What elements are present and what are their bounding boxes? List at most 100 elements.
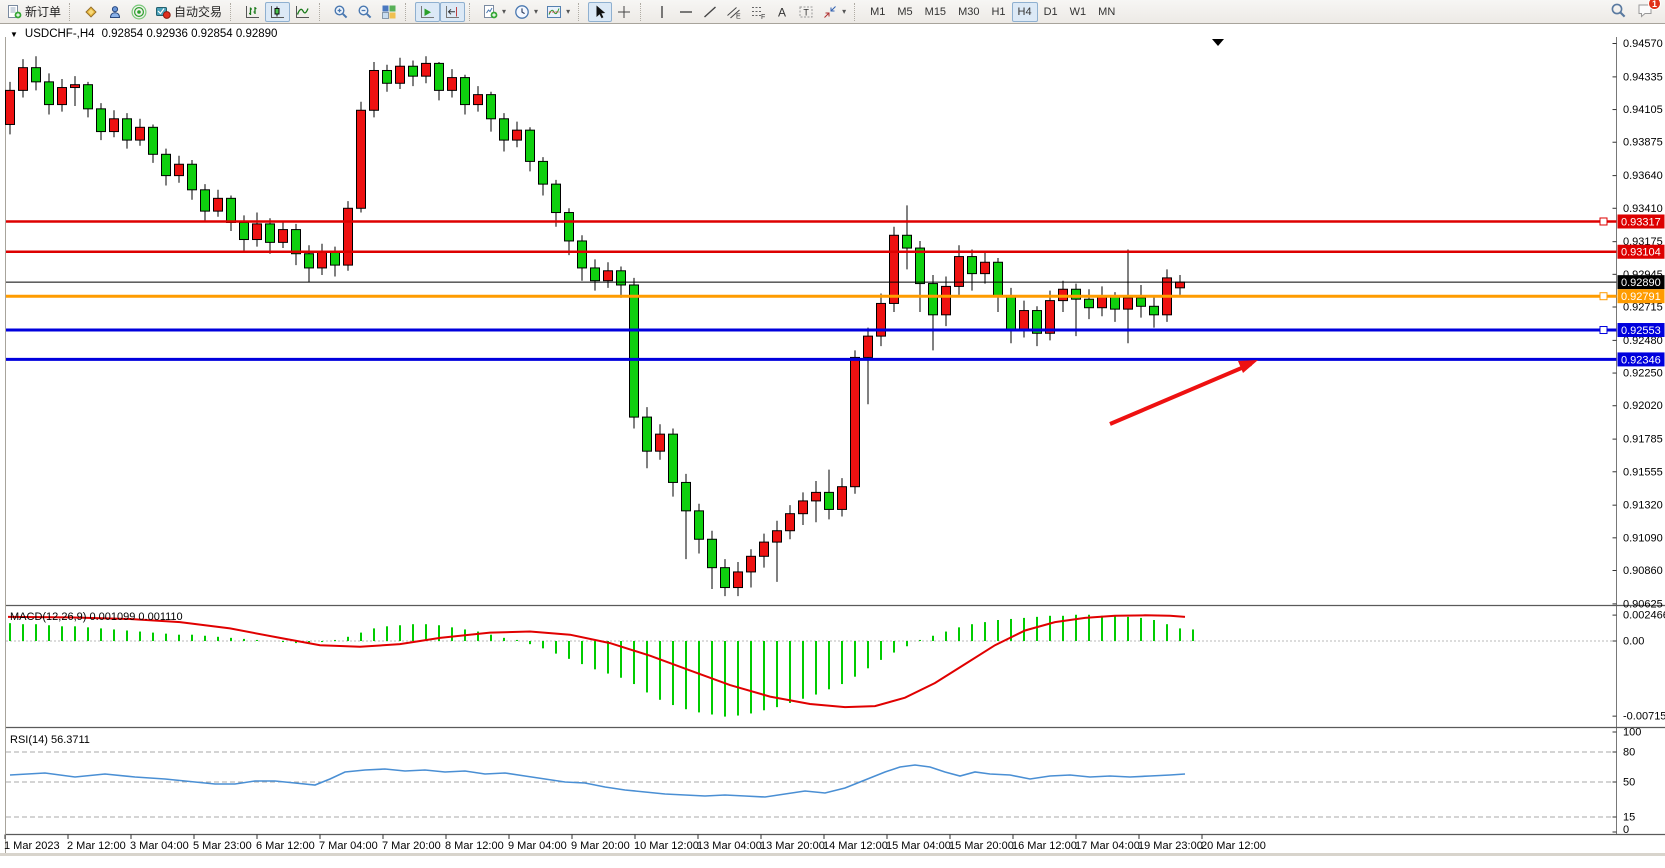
toolbar-right-group: 1 — [1610, 0, 1661, 19]
timeframe-button-m15[interactable]: M15 — [924, 5, 947, 18]
price-badge-label: 0.92553 — [1621, 325, 1661, 337]
line-chart-button[interactable] — [290, 2, 315, 22]
autotrading-button-label: 自动交易 — [174, 5, 223, 19]
time-tick-label: 16 Mar 12:00 — [1012, 840, 1077, 852]
bar-chart-button[interactable] — [240, 2, 265, 22]
crosshair-icon — [616, 4, 632, 20]
timeframe-button-d1[interactable]: D1 — [1043, 5, 1058, 18]
zoom-out-button[interactable] — [353, 2, 377, 22]
candle-bearish — [304, 253, 314, 269]
candlestick-chart-button[interactable] — [265, 1, 291, 22]
signal-icon — [131, 3, 147, 20]
auto-scroll-icon — [419, 4, 436, 20]
arrows-button[interactable]: ▾ — [818, 2, 850, 22]
timeframe-button-m1[interactable]: M1 — [870, 5, 886, 18]
toolbar-separator — [469, 2, 476, 21]
arrows-icon — [822, 4, 838, 20]
text-label-button[interactable]: T — [794, 2, 818, 22]
zoom-out-icon — [357, 4, 373, 20]
candle-bullish — [317, 251, 327, 269]
price-tick-label: 0.90860 — [1623, 565, 1663, 577]
template-icon — [546, 4, 562, 20]
new-chart-icon — [483, 4, 498, 19]
toolbar-separator — [230, 2, 237, 21]
timeframe-button-m5[interactable]: M5 — [897, 5, 913, 18]
horizontal-line-button[interactable] — [674, 2, 698, 22]
autotrading-button[interactable]: 自动交易 — [151, 2, 226, 22]
price-tick-label: 0.90625 — [1623, 598, 1663, 610]
cursor-button[interactable] — [588, 1, 613, 22]
main-toolbar: 新订单 自动交易 ▾ ▾ ▾ E F A T ▾ M1 M5 M15 M30 H1 H4 D1 W1 MN 1 — [0, 0, 1665, 24]
candle-bullish — [889, 234, 899, 304]
hline-drag-handle[interactable] — [1599, 326, 1608, 335]
candle-bearish — [148, 126, 158, 155]
price-badge — [1617, 289, 1665, 304]
new-chart-button[interactable]: ▾ — [479, 2, 510, 22]
notification-count-badge[interactable]: 1 — [1648, 0, 1661, 10]
text-a-icon: A — [774, 4, 790, 20]
arrow-annotation-shaft[interactable] — [1109, 362, 1252, 426]
cursor-icon — [592, 4, 608, 20]
dropdown-caret-icon[interactable]: ▾ — [502, 7, 507, 16]
hline-drag-handle[interactable] — [1599, 217, 1608, 226]
new-order-button[interactable]: 新订单 — [3, 2, 65, 22]
price-badge — [1617, 323, 1665, 338]
timeframe-button-w1[interactable]: W1 — [1069, 5, 1087, 18]
candle-bearish — [31, 67, 41, 83]
hline-drag-handle[interactable] — [1599, 292, 1608, 301]
candle-bullish — [135, 126, 145, 141]
candle-bullish — [18, 67, 28, 91]
timeframe-button-h4[interactable]: H4 — [1011, 1, 1038, 22]
timeframe-button-h1[interactable]: H1 — [991, 5, 1006, 18]
macd-signal-line — [7, 614, 1186, 709]
text-button[interactable]: A — [770, 2, 794, 22]
chart-shift-marker-icon[interactable] — [1212, 39, 1224, 46]
macd-indicator-label: MACD(12,26,9) 0.001099 0.001110 — [10, 611, 183, 623]
chart-shift-button[interactable] — [440, 1, 466, 22]
notifications-chat-icon[interactable]: 1 — [1637, 0, 1661, 19]
candle-bullish — [343, 207, 353, 266]
candle-bearish — [1006, 295, 1016, 330]
chart-menu-triangle-icon[interactable]: ▼ — [10, 29, 18, 39]
candle-bullish — [876, 302, 886, 337]
chart-title-overlay: ▼ USDCHF-,H4 0.92854 0.92936 0.92854 0.9… — [10, 28, 277, 40]
market-watch-button[interactable] — [79, 2, 103, 22]
candle-bearish — [291, 229, 301, 255]
templates-button[interactable]: ▾ — [542, 2, 574, 22]
dropdown-caret-icon[interactable]: ▾ — [842, 7, 847, 16]
candle-bearish — [538, 160, 548, 185]
tile-windows-button[interactable] — [377, 2, 401, 22]
candle-bearish — [681, 481, 691, 512]
crosshair-button[interactable] — [612, 2, 636, 22]
timeframe-button-m30[interactable]: M30 — [958, 5, 980, 18]
auto-scroll-button[interactable] — [415, 1, 441, 22]
data-window-button[interactable] — [103, 2, 127, 22]
candle-bullish — [1019, 310, 1029, 330]
candle-bearish — [993, 261, 1003, 297]
price-tick-label: 0.93640 — [1623, 170, 1663, 182]
fibonacci-button[interactable]: F — [746, 2, 770, 22]
svg-text:A: A — [778, 5, 786, 19]
dropdown-caret-icon[interactable]: ▾ — [534, 7, 539, 16]
dropdown-caret-icon[interactable]: ▾ — [566, 7, 571, 16]
rsi-line — [9, 764, 1186, 798]
periods-button[interactable]: ▾ — [510, 2, 542, 22]
candle-bearish — [1032, 310, 1042, 334]
candle-bullish — [772, 530, 782, 543]
toolbar-separator — [69, 2, 76, 21]
arrow-annotation-head[interactable] — [1238, 360, 1258, 373]
candle-bearish — [590, 267, 600, 282]
signal-service-button[interactable] — [127, 2, 151, 22]
trendline-button[interactable] — [698, 2, 722, 22]
candlestick-icon — [269, 4, 286, 20]
search-icon[interactable] — [1610, 2, 1627, 19]
timeframe-button-mn[interactable]: MN — [1098, 5, 1116, 18]
vertical-line-button[interactable] — [650, 2, 674, 22]
time-tick-label: 10 Mar 12:00 — [634, 840, 699, 852]
zoom-in-button[interactable] — [329, 2, 353, 22]
candle-bullish — [863, 335, 873, 358]
candle-bullish — [369, 69, 379, 111]
candle-bearish — [577, 240, 587, 269]
fibonacci-icon: F — [750, 4, 766, 20]
equidistant-channel-button[interactable]: E — [722, 2, 746, 22]
